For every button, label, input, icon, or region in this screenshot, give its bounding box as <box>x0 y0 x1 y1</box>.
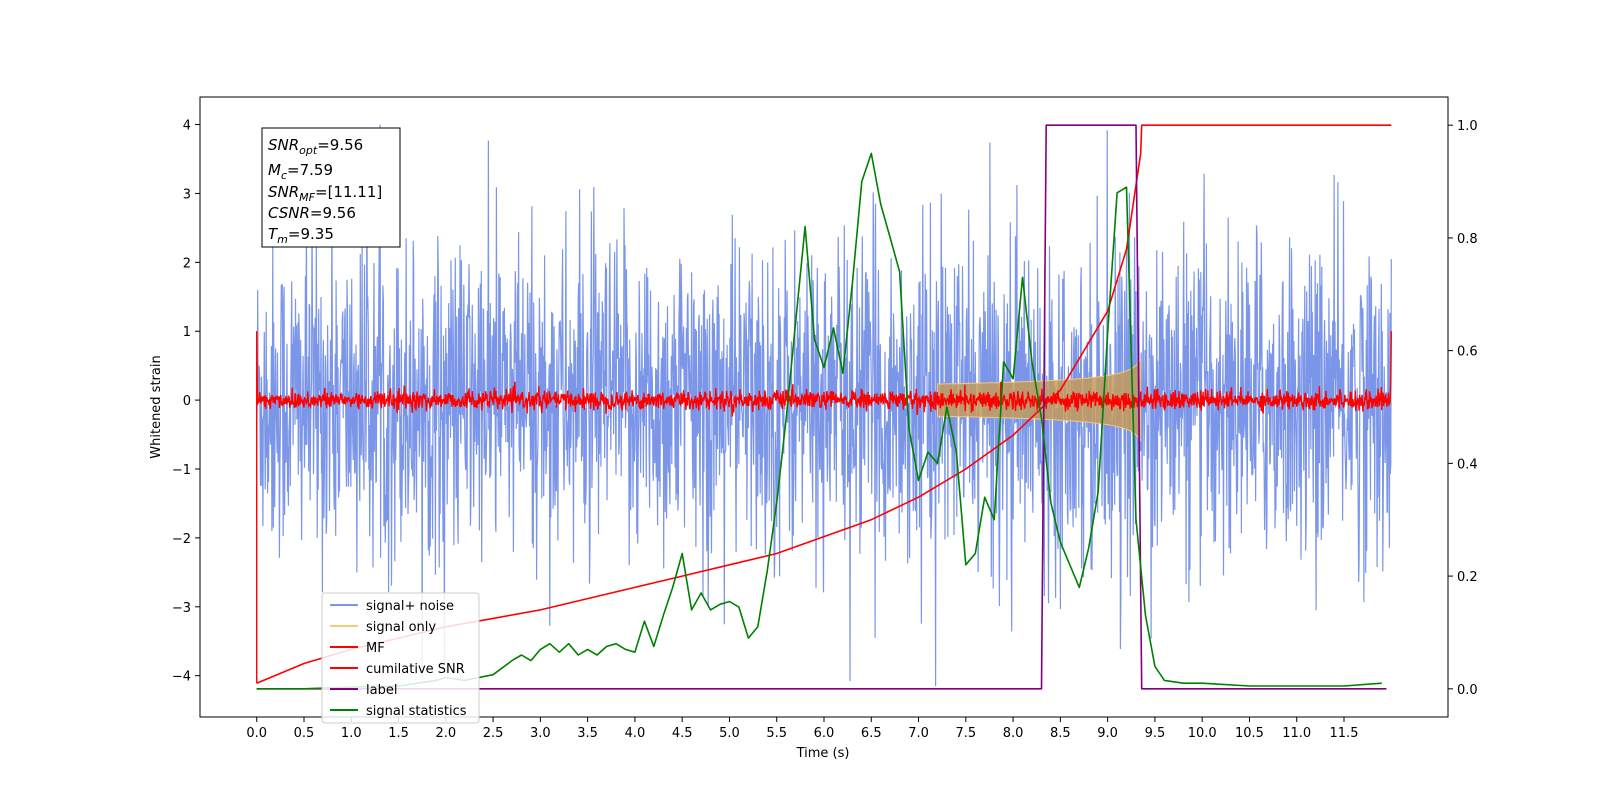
series-label <box>256 124 1387 690</box>
y2-tick-label: 0.6 <box>1457 345 1478 360</box>
info-box: SNRopt=9.56 Mc=7.59 SNRMF=[11.11] CSNR=9… <box>261 127 401 248</box>
y-axis: −4 −3 −2 −1 0 1 2 3 4 <box>172 119 200 685</box>
legend-label-mf: MF <box>366 641 385 656</box>
x-axis-title: Time (s) <box>796 746 850 761</box>
legend-label-cumulative-snr: cumilative SNR <box>366 662 465 677</box>
info-snr-mf: SNRMF=[11.11] <box>268 183 382 204</box>
x-tick-label: 10.5 <box>1235 726 1264 741</box>
x-tick-label: 8.0 <box>1003 726 1024 741</box>
x-tick-label: 5.0 <box>719 726 740 741</box>
x-tick-label: 9.0 <box>1097 726 1118 741</box>
x-tick-label: 1.5 <box>388 726 409 741</box>
series-signal-noise <box>256 124 1392 687</box>
x-tick-label: 2.0 <box>435 726 456 741</box>
x-tick-label: 0.0 <box>246 726 267 741</box>
legend-label-signal-statistics: signal statistics <box>366 704 467 719</box>
series-mf <box>256 331 1393 417</box>
y-axis-title: Whitened strain <box>149 355 164 458</box>
y-tick-label: −1 <box>172 463 191 478</box>
y2-axis: 0.0 0.2 0.4 0.6 0.8 1.0 <box>1448 119 1478 698</box>
x-tick-label: 6.5 <box>861 726 882 741</box>
y-tick-label: 3 <box>183 187 191 202</box>
x-tick-label: 8.5 <box>1050 726 1071 741</box>
legend-label-label: label <box>366 683 397 698</box>
x-axis: 0.0 0.5 1.0 1.5 2.0 2.5 3.0 3.5 4.0 4.5 5.0 5.5 6.0 6… <box>246 717 1358 741</box>
x-tick-label: 9.5 <box>1145 726 1166 741</box>
y2-tick-label: 0.4 <box>1457 457 1478 472</box>
x-tick-label: 3.0 <box>530 726 551 741</box>
x-tick-label: 3.5 <box>577 726 598 741</box>
x-tick-label: 6.0 <box>814 726 835 741</box>
y-tick-label: −4 <box>172 670 191 685</box>
x-tick-label: 11.5 <box>1330 726 1359 741</box>
series-signal-statistics <box>256 152 1382 690</box>
y-tick-label: 4 <box>183 119 191 134</box>
x-tick-label: 1.0 <box>341 726 362 741</box>
x-tick-label: 2.5 <box>483 726 504 741</box>
legend-label-signal-only: signal only <box>366 620 436 635</box>
info-csnr: CSNR=9.56 <box>268 204 356 222</box>
y2-tick-label: 0.8 <box>1457 232 1478 247</box>
y2-tick-label: 1.0 <box>1457 119 1478 134</box>
x-tick-label: 4.5 <box>672 726 693 741</box>
info-mc: Mc=7.59 <box>268 161 333 182</box>
x-tick-label: 0.5 <box>294 726 315 741</box>
y2-tick-label: 0.2 <box>1457 570 1478 585</box>
legend: signal+ noise signal only MF cumilative … <box>321 592 480 724</box>
x-tick-label: 5.5 <box>766 726 787 741</box>
y-tick-label: −2 <box>172 532 191 547</box>
info-tm: Tm=9.35 <box>268 225 334 246</box>
y-tick-label: 1 <box>183 325 191 340</box>
x-tick-label: 7.0 <box>908 726 929 741</box>
x-tick-label: 7.5 <box>955 726 976 741</box>
y-tick-label: 2 <box>183 256 191 271</box>
x-tick-label: 10.0 <box>1188 726 1217 741</box>
x-tick-label: 4.0 <box>625 726 646 741</box>
x-tick-label: 11.0 <box>1282 726 1311 741</box>
info-snr-opt: SNRopt=9.56 <box>268 136 363 157</box>
y-tick-label: −3 <box>172 601 191 616</box>
y2-tick-label: 0.0 <box>1457 683 1478 698</box>
legend-label-signal-noise: signal+ noise <box>366 599 454 614</box>
y-tick-label: 0 <box>183 394 191 409</box>
